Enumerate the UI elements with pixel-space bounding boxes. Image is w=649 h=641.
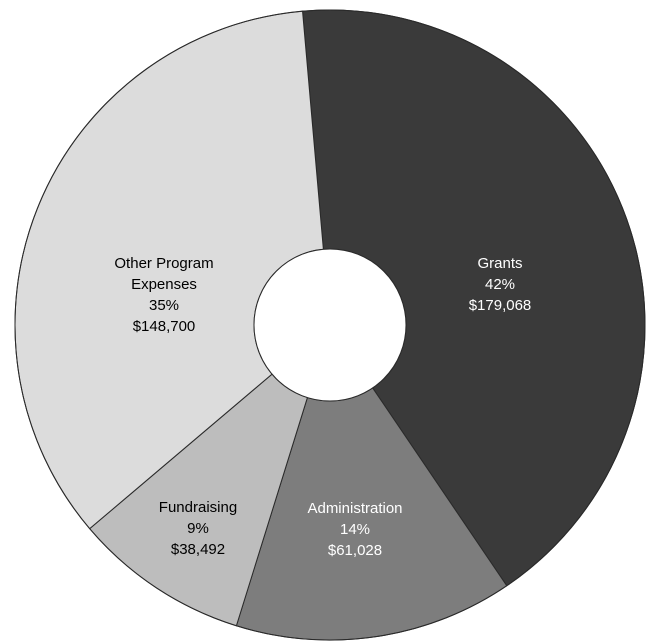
- slice-label-grants: Grants 42% $179,068: [469, 255, 532, 314]
- slice-fundraising-percent: 9%: [187, 520, 209, 537]
- donut-hole: [253, 248, 407, 402]
- chart-outer-border: [14, 9, 646, 641]
- slice-administration-amount: $61,028: [328, 542, 382, 559]
- slice-grants-label: Grants: [477, 255, 522, 272]
- slice-other-program-expenses-label-line-1: Other Program: [114, 255, 213, 272]
- slice-other-program-expenses-amount: $148,700: [133, 318, 196, 335]
- slice-fundraising-amount: $38,492: [171, 541, 225, 558]
- slice-grants-amount: $179,068: [469, 297, 532, 314]
- slice-label-fundraising: Fundraising 9% $38,492: [159, 499, 237, 558]
- slice-grants-percent: 42%: [485, 276, 515, 293]
- slice-fundraising-label: Fundraising: [159, 499, 237, 516]
- slice-administration-label: Administration: [307, 500, 402, 517]
- slice-label-other-program-expenses: Other Program Expenses 35% $148,700: [114, 255, 213, 335]
- slice-other-program-expenses-label-line-2: Expenses: [131, 276, 197, 293]
- slice-administration-percent: 14%: [340, 521, 370, 538]
- slice-label-administration: Administration 14% $61,028: [307, 500, 402, 559]
- slice-other-program-expenses-percent: 35%: [149, 297, 179, 314]
